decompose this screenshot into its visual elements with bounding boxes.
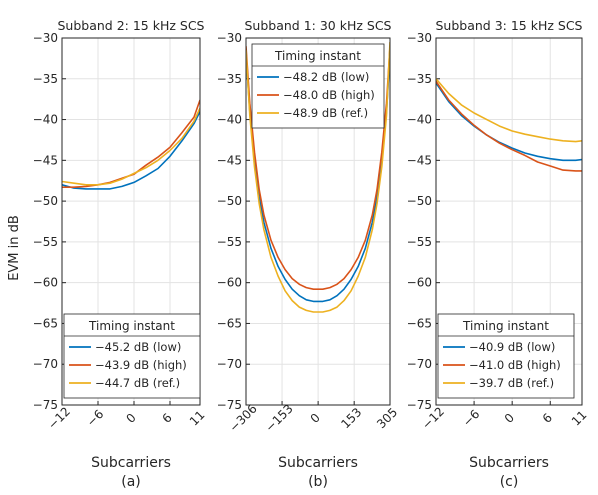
legend: Timing instant −48.2 dB (low) −48.0 dB (hi… — [251, 43, 385, 129]
series-line-3 — [246, 42, 390, 313]
y-tick-label: −55 — [217, 235, 242, 249]
legend-entry-2: −43.9 dB (high) — [95, 358, 187, 372]
series-group — [436, 78, 582, 172]
y-tick-label: −35 — [33, 72, 58, 86]
chart-panel-3: −30−35−40−45−50−55−60−65−70−75−12 −6 0 6 11S… — [407, 18, 590, 490]
x-tick-label: 305 — [374, 405, 400, 431]
y-tick-label: −50 — [217, 194, 242, 208]
y-tick-label: −50 — [33, 194, 58, 208]
x-tick-label: −153 — [263, 402, 296, 435]
x-tick-label: 0 — [308, 411, 323, 426]
panels: −30−35−40−45−50−55−60−65−70−75−12 −6 0 6 11S… — [33, 18, 590, 490]
x-tick-label: −6 — [460, 407, 482, 429]
y-tick-label: −65 — [217, 316, 242, 330]
series-line-2 — [436, 80, 582, 172]
y-tick-label: −50 — [407, 194, 432, 208]
series-line-3 — [62, 107, 200, 186]
legend-entry-1: −45.2 dB (low) — [95, 340, 181, 354]
y-tick-label: −55 — [407, 235, 432, 249]
y-tick-label: −60 — [407, 276, 432, 290]
y-tick-label: −30 — [407, 31, 432, 45]
chart-title: Subband 2: 15 kHz SCS — [57, 18, 204, 33]
y-tick-label: −75 — [217, 398, 242, 412]
x-tick-label: 6 — [160, 411, 175, 426]
x-tick-label: 6 — [540, 411, 555, 426]
y-tick-label: −60 — [33, 276, 58, 290]
plot-frame — [245, 37, 391, 406]
chart-title: Subband 1: 30 kHz SCS — [244, 18, 391, 33]
series-line-1 — [62, 111, 200, 190]
panel-caption: (c) — [500, 474, 519, 490]
legend-box — [63, 313, 201, 399]
y-tick-label: −60 — [217, 276, 242, 290]
x-tick-label: 11 — [569, 408, 590, 429]
legend-box — [437, 313, 575, 399]
x-tick-label: 0 — [502, 411, 517, 426]
legend-entry-2: −41.0 dB (high) — [469, 358, 561, 372]
y-tick-label: −45 — [217, 153, 242, 167]
x-tick-label: −6 — [84, 407, 106, 429]
series-line-2 — [246, 46, 390, 291]
chart-title: Subband 3: 15 kHz SCS — [435, 18, 582, 33]
series-group — [246, 42, 390, 313]
y-tick-label: −40 — [217, 113, 242, 127]
y-tick-label: −40 — [33, 113, 58, 127]
legend: Timing instant −40.9 dB (low) −41.0 dB (hi… — [437, 313, 575, 399]
x-tick-label: 153 — [338, 405, 364, 431]
legend-title: Timing instant — [274, 49, 361, 63]
legend-entry-1: −40.9 dB (low) — [469, 340, 555, 354]
legend-entry-2: −48.0 dB (high) — [283, 88, 375, 102]
y-tick-label: −70 — [217, 357, 242, 371]
y-tick-label: −30 — [33, 31, 58, 45]
y-tick-label: −30 — [217, 31, 242, 45]
legend-title: Timing instant — [88, 319, 175, 333]
y-tick-label: −75 — [33, 398, 58, 412]
legend: Timing instant −45.2 dB (low) −43.9 dB (hi… — [63, 313, 201, 399]
y-axis-label: EVM in dB — [7, 215, 22, 281]
legend-entry-1: −48.2 dB (low) — [283, 70, 369, 84]
series-line-1 — [436, 82, 582, 162]
y-tick-label: −70 — [33, 357, 58, 371]
legend-entry-3: −48.9 dB (ref.) — [283, 106, 368, 120]
legend-entry-3: −39.7 dB (ref.) — [469, 376, 554, 390]
series-line-1 — [246, 54, 390, 303]
series-line-3 — [436, 78, 582, 143]
y-tick-label: −75 — [407, 398, 432, 412]
legend-box — [251, 43, 385, 129]
panel-caption: (a) — [121, 474, 141, 490]
y-tick-label: −40 — [407, 113, 432, 127]
plot-frame — [61, 37, 201, 406]
x-axis-label: Subcarriers — [91, 455, 171, 471]
x-tick-label: 11 — [187, 408, 208, 429]
y-tick-label: −45 — [407, 153, 432, 167]
y-tick-label: −65 — [33, 316, 58, 330]
chart-panel-2: −30−35−40−45−50−55−60−65−70−75−306 −153 0 1… — [217, 18, 401, 490]
plot-frame — [435, 37, 583, 406]
y-tick-label: −45 — [33, 153, 58, 167]
y-tick-label: −70 — [407, 357, 432, 371]
chart-panel-1: −30−35−40−45−50−55−60−65−70−75−12 −6 0 6 11S… — [33, 18, 208, 490]
y-tick-label: −35 — [217, 72, 242, 86]
series-group — [62, 99, 200, 190]
x-axis-label: Subcarriers — [469, 455, 549, 471]
y-tick-label: −35 — [407, 72, 432, 86]
x-tick-label: 0 — [124, 411, 139, 426]
y-tick-label: −55 — [33, 235, 58, 249]
y-tick-label: −65 — [407, 316, 432, 330]
x-axis-label: Subcarriers — [278, 455, 358, 471]
legend-entry-3: −44.7 dB (ref.) — [95, 376, 180, 390]
panel-caption: (b) — [308, 474, 328, 490]
legend-title: Timing instant — [462, 319, 549, 333]
